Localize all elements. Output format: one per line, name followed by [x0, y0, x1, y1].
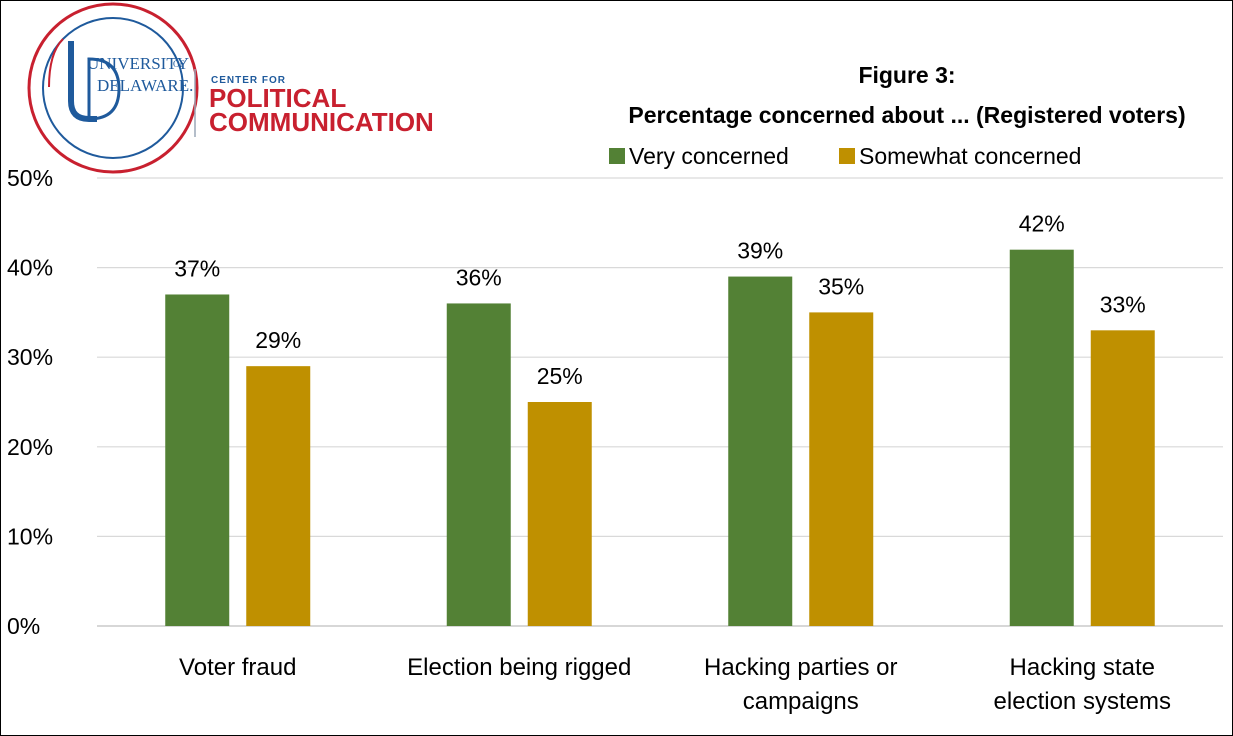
x-category-label: Hacking parties or — [704, 654, 897, 681]
chart-subtitle: Percentage concerned about ... (Register… — [628, 102, 1185, 128]
university-of-delaware-logo: UNIVERSITY OF DELAWARE. CENTER FOR POLIT… — [27, 2, 434, 174]
x-category-label: Voter fraud — [179, 654, 296, 681]
data-label: 33% — [1100, 291, 1146, 317]
y-tick-label: 50% — [7, 165, 53, 191]
bar-very-concerned — [1009, 249, 1074, 626]
logo-center-for: CENTER FOR — [211, 75, 286, 86]
legend-label-very-concerned: Very concerned — [629, 143, 789, 169]
bar-very-concerned — [728, 276, 793, 626]
logo-political: POLITICAL — [209, 83, 346, 113]
logo-university-word: UNIVERSITY — [87, 54, 189, 73]
chart-title: Figure 3: — [858, 62, 955, 88]
x-axis-categories: Voter fraud Election being rigged Hacking … — [179, 654, 1171, 715]
y-tick-label: 0% — [7, 613, 40, 639]
data-label: 42% — [1019, 211, 1065, 237]
bar-somewhat-concerned — [527, 402, 592, 626]
data-label: 37% — [174, 255, 220, 281]
logo-inner-ring — [42, 17, 184, 159]
logo-communication: COMMUNICATION — [209, 107, 434, 137]
x-category-label: Hacking state — [1010, 654, 1155, 681]
bar-somewhat-concerned — [246, 366, 311, 626]
legend-label-somewhat-concerned: Somewhat concerned — [859, 143, 1081, 169]
logo-of-word: OF — [173, 59, 185, 69]
legend-swatch-very-concerned — [609, 148, 625, 164]
data-label: 36% — [456, 264, 502, 290]
logo-outer-ring — [27, 2, 199, 174]
x-category-label: campaigns — [743, 688, 859, 715]
y-tick-label: 20% — [7, 434, 53, 460]
y-tick-label: 40% — [7, 255, 53, 281]
y-tick-label: 10% — [7, 523, 53, 549]
bars — [165, 249, 1155, 626]
data-label: 25% — [537, 363, 583, 389]
bar-somewhat-concerned — [809, 312, 874, 626]
logo-delaware-word: DELAWARE. — [97, 76, 193, 95]
x-category-label: Election being rigged — [407, 654, 631, 681]
bar-very-concerned — [165, 294, 230, 626]
y-tick-label: 30% — [7, 344, 53, 370]
data-label: 35% — [818, 273, 864, 299]
data-label: 29% — [255, 327, 301, 353]
y-axis-ticks: 0% 10% 20% 30% 40% 50% — [7, 165, 53, 639]
bar-very-concerned — [446, 303, 511, 626]
x-category-label: election systems — [994, 688, 1171, 715]
legend-swatch-somewhat-concerned — [839, 148, 855, 164]
data-labels: 37% 29% 36% 25% 39% 35% 42% 33% — [174, 211, 1146, 389]
logo-d-mark — [87, 57, 121, 121]
bar-somewhat-concerned — [1090, 330, 1155, 626]
data-label: 39% — [737, 238, 783, 264]
legend: Very concerned Somewhat concerned — [609, 143, 1081, 169]
